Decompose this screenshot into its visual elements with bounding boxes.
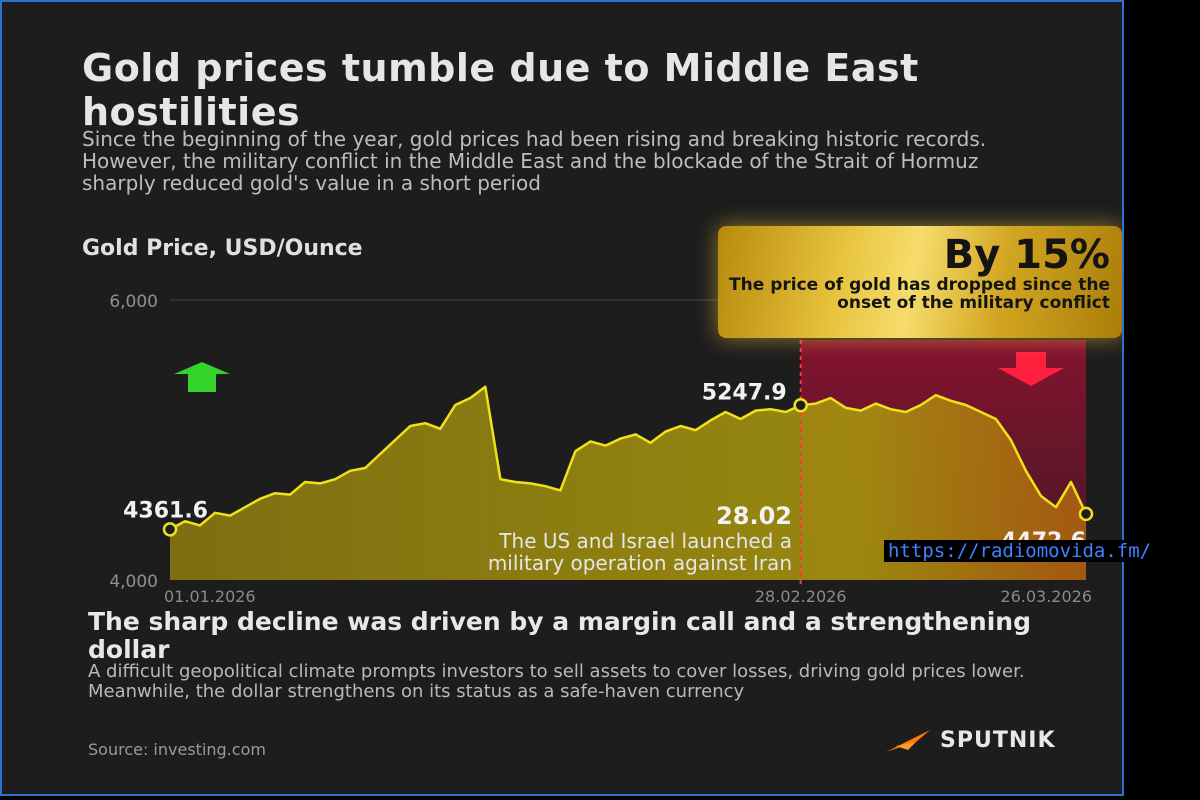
overlay-url-link[interactable]: https://radiomovida.fm/ xyxy=(884,540,1156,562)
annotation-text: military operation against Iran xyxy=(488,551,792,575)
up-arrow-icon xyxy=(174,362,230,392)
gold-price-chart: 6,0004,0004361.65247.94472.601.01.202628… xyxy=(109,292,1094,606)
subtitle: Since the beginning of the year, gold pr… xyxy=(82,127,987,195)
page-title: Gold prices tumble due to Middle East ho… xyxy=(82,46,919,134)
data-label: 4361.6 xyxy=(123,498,208,523)
annotation-text: The US and Israel launched a xyxy=(498,529,792,553)
bottom-heading: The sharp decline was driven by a margin… xyxy=(88,607,1031,664)
side-strip xyxy=(1124,0,1200,800)
annotation-date: 28.02 xyxy=(716,502,792,530)
brand-name: SPUTNIK xyxy=(940,727,1056,753)
infographic-frame: Gold prices tumble due to Middle East ho… xyxy=(0,0,1124,796)
data-point-marker xyxy=(793,398,808,413)
price-area xyxy=(170,386,1086,580)
callout-big: By 15% xyxy=(943,232,1110,278)
sputnik-logo-icon xyxy=(886,730,930,752)
price-line xyxy=(169,385,1088,531)
y-tick-label: 6,000 xyxy=(109,292,158,312)
data-label: 5247.9 xyxy=(702,380,787,405)
source-note: Source: investing.com xyxy=(88,740,266,759)
down-arrow-icon xyxy=(998,352,1064,386)
x-tick-label: 26.03.2026 xyxy=(1000,587,1092,606)
x-tick-label: 01.01.2026 xyxy=(164,587,256,606)
x-tick-label: 28.02.2026 xyxy=(755,587,847,606)
data-point-marker xyxy=(162,522,178,537)
callout-small: The price of gold has dropped since the … xyxy=(729,275,1110,313)
brand: SPUTNIK xyxy=(886,726,1056,754)
bottom-text: A difficult geopolitical climate prompts… xyxy=(88,661,1025,702)
y-tick-label: 4,000 xyxy=(109,572,158,592)
chart-label: Gold Price, USD/Ounce xyxy=(82,236,363,261)
gold-bar-callout: By 15% The price of gold has dropped sin… xyxy=(718,226,1122,338)
data-point-marker xyxy=(1078,506,1094,522)
